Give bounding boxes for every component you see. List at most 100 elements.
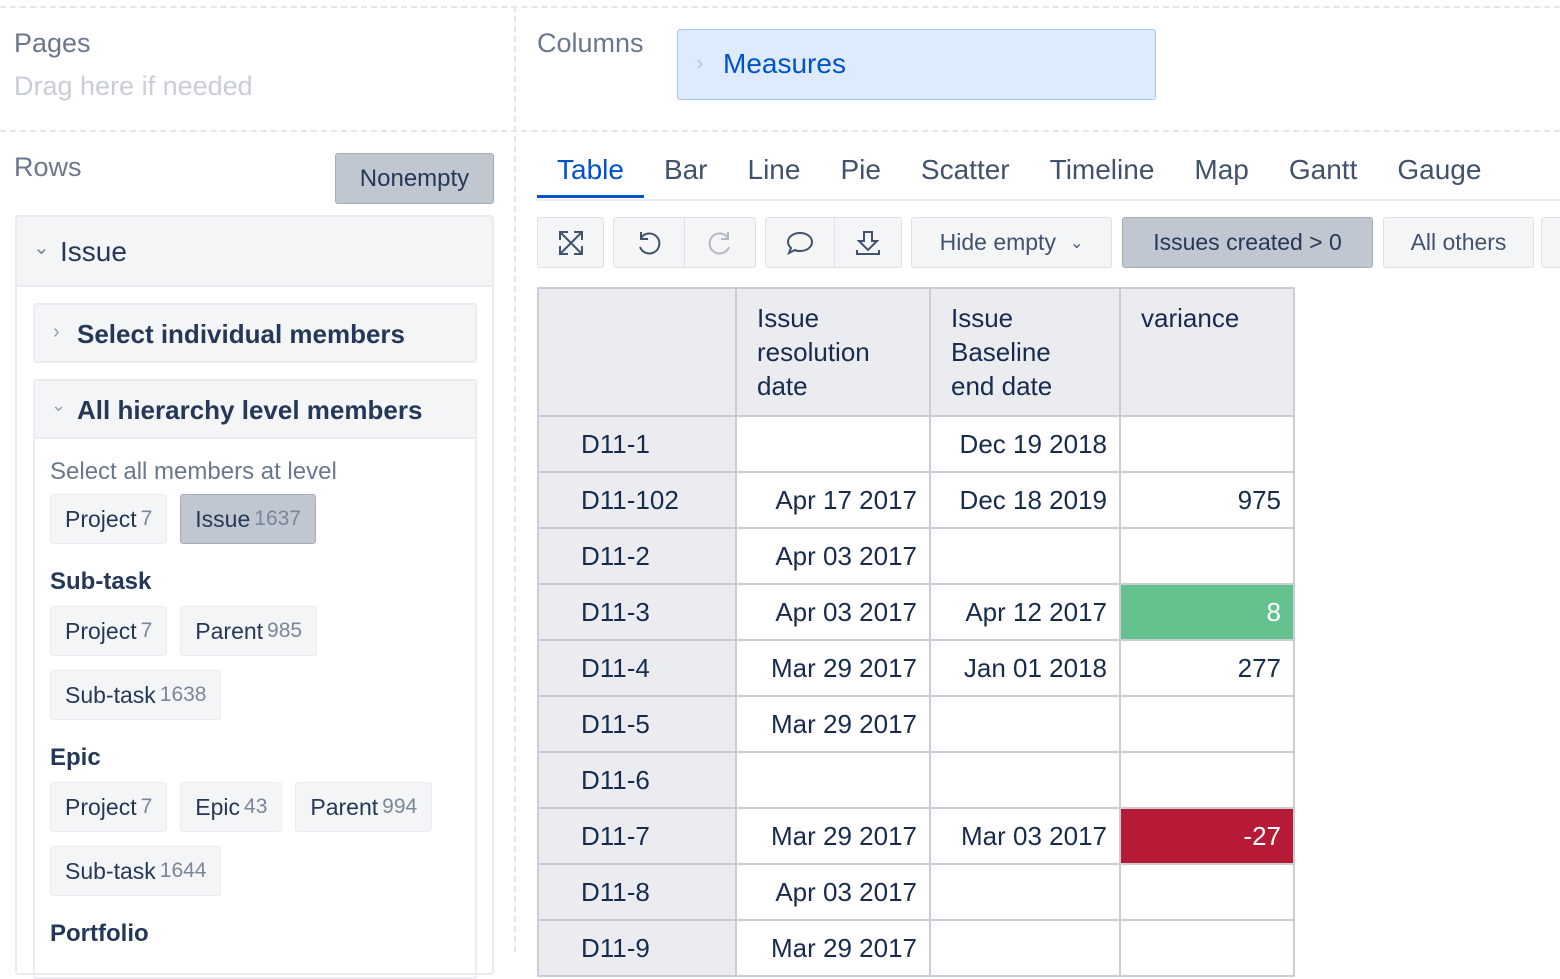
group-title: Sub-task: [50, 568, 152, 595]
data-row: D11-9 Mar 29 2017: [537, 919, 1295, 977]
data-cell: 277: [1119, 639, 1295, 697]
tab[interactable]: Gantt: [1288, 154, 1358, 185]
data-row: D11-1 Dec 19 2018: [537, 415, 1295, 473]
data-cell: Mar 29 2017: [735, 695, 931, 753]
toolbar-button[interactable]: All others: [1383, 217, 1534, 268]
tab[interactable]: Timeline: [1049, 154, 1155, 185]
row-header[interactable]: D11-5: [537, 695, 737, 753]
data-cell: Mar 29 2017: [735, 639, 931, 697]
tab[interactable]: Line: [747, 154, 801, 185]
tab[interactable]: Bar: [663, 154, 708, 185]
data-cell: Dec 18 2019: [929, 471, 1121, 529]
chip-label: Sub-task: [65, 681, 156, 708]
divider: [0, 130, 1560, 132]
level-chip[interactable]: Sub-task 1644: [50, 846, 222, 896]
chip-row: Project 7 Issue 1637: [50, 494, 470, 558]
row-header[interactable]: D11-102: [537, 471, 737, 529]
toolbar-button[interactable]: Hide empty ⌄: [911, 217, 1112, 268]
comment-button[interactable]: [765, 217, 835, 268]
data-cell: Jan 01 2018: [929, 639, 1121, 697]
toolbar-button[interactable]: Issues created > 0: [1122, 217, 1373, 268]
data-row: D11-8 Apr 03 2017: [537, 863, 1295, 921]
section-header[interactable]: ⌄ All hierarchy level members: [35, 381, 475, 439]
data-cell: [1119, 695, 1295, 753]
row-header[interactable]: D11-7: [537, 807, 737, 865]
levels: Select all members at level Project 7 Issu…: [50, 458, 470, 958]
chip-label: Issue: [195, 505, 251, 532]
download-button[interactable]: [834, 217, 902, 268]
data-cell: [929, 863, 1121, 921]
group-title: Epic: [50, 744, 101, 771]
data-cell: Apr 17 2017: [735, 471, 931, 529]
level-chip[interactable]: Parent 994: [295, 782, 433, 832]
divider: [0, 6, 1560, 8]
data-cell: -27: [1119, 807, 1295, 865]
data-row: D11-3 Apr 03 2017 Apr 12 2017 8: [537, 583, 1295, 641]
row-header[interactable]: D11-4: [537, 639, 737, 697]
row-header[interactable]: D11-3: [537, 583, 737, 641]
data-cell: Mar 29 2017: [735, 807, 931, 865]
chip-count: 1638: [159, 683, 207, 706]
chip-label: Project: [65, 505, 137, 532]
panel-header[interactable]: ⌄ Issue: [17, 217, 492, 287]
chip-row: Project 7 Epic 43 Parent 994 Sub-task 1644: [50, 782, 470, 910]
chip-label: Project: [65, 793, 137, 820]
icon: [558, 230, 583, 255]
icon: [708, 231, 730, 254]
chip-count: 985: [267, 619, 303, 642]
data-cell: 975: [1119, 471, 1295, 529]
undo-button[interactable]: [613, 217, 685, 268]
data-cell: [929, 751, 1121, 809]
data-row: D11-7 Mar 29 2017 Mar 03 2017 -27: [537, 807, 1295, 865]
data-cell: Dec 19 2018: [929, 415, 1121, 473]
column-header[interactable]: Issue Baseline end date: [929, 287, 1121, 417]
data-cell: [1119, 415, 1295, 473]
pages-label: Pages: [14, 28, 91, 58]
level-chip[interactable]: Project 7: [50, 782, 168, 832]
dimension-name: Issue: [60, 236, 127, 267]
data-row: D11-4 Mar 29 2017 Jan 01 2018 277: [537, 639, 1295, 697]
data-cell: Apr 12 2017: [929, 583, 1121, 641]
data-table: Issue resolution date Issue Baseline end …: [537, 287, 1295, 977]
tab[interactable]: Table: [537, 154, 644, 198]
tab[interactable]: Scatter: [920, 154, 1010, 185]
column-header[interactable]: variance: [1119, 287, 1295, 417]
section-title: Select individual members: [77, 319, 406, 349]
row-header[interactable]: D11-9: [537, 919, 737, 977]
data-cell: Mar 03 2017: [929, 807, 1121, 865]
nonempty-button[interactable]: Nonempty: [335, 153, 494, 204]
button-label: All others: [1410, 229, 1507, 255]
redo-button[interactable]: [684, 217, 756, 268]
data-row: D11-2 Apr 03 2017: [537, 527, 1295, 585]
chip-label: Parent: [310, 793, 379, 820]
chevron: ⌄: [51, 395, 67, 415]
level-chip[interactable]: Parent 985: [180, 606, 318, 656]
tab[interactable]: Gauge: [1397, 154, 1482, 185]
level-chip[interactable]: Sub-task 1638: [50, 670, 222, 720]
row-header[interactable]: D11-6: [537, 751, 737, 809]
level-chip[interactable]: Project 7: [50, 606, 168, 656]
measures-chip[interactable]: › Measures: [677, 29, 1156, 100]
data-cell: [1119, 919, 1295, 977]
fullscreen-button[interactable]: [537, 217, 604, 268]
data-row: D11-102 Apr 17 2017 Dec 18 2019 975: [537, 471, 1295, 529]
chip-count: 994: [382, 795, 418, 818]
data-cell: [1119, 527, 1295, 585]
tab[interactable]: Pie: [840, 154, 881, 185]
chip-label: Parent: [195, 617, 264, 644]
level-chip[interactable]: Epic 43: [180, 782, 283, 832]
select-individual[interactable]: › Select individual members: [33, 303, 477, 363]
issue-panel: ⌄ Issue › Select individual members ⌄ Al…: [15, 215, 494, 979]
columns-label: Columns: [537, 28, 644, 58]
button-label: Hide empty: [939, 229, 1056, 255]
row-header[interactable]: D11-8: [537, 863, 737, 921]
data-cell: Apr 03 2017: [735, 583, 931, 641]
level-chip[interactable]: Issue 1637: [180, 494, 316, 544]
tab[interactable]: Map: [1194, 154, 1249, 185]
level-chip[interactable]: Project 7: [50, 494, 168, 544]
data-cell: 8: [1119, 583, 1295, 641]
more-button[interactable]: [1541, 217, 1560, 268]
column-header[interactable]: Issue resolution date: [735, 287, 931, 417]
row-header[interactable]: D11-2: [537, 527, 737, 585]
row-header[interactable]: D11-1: [537, 415, 737, 473]
